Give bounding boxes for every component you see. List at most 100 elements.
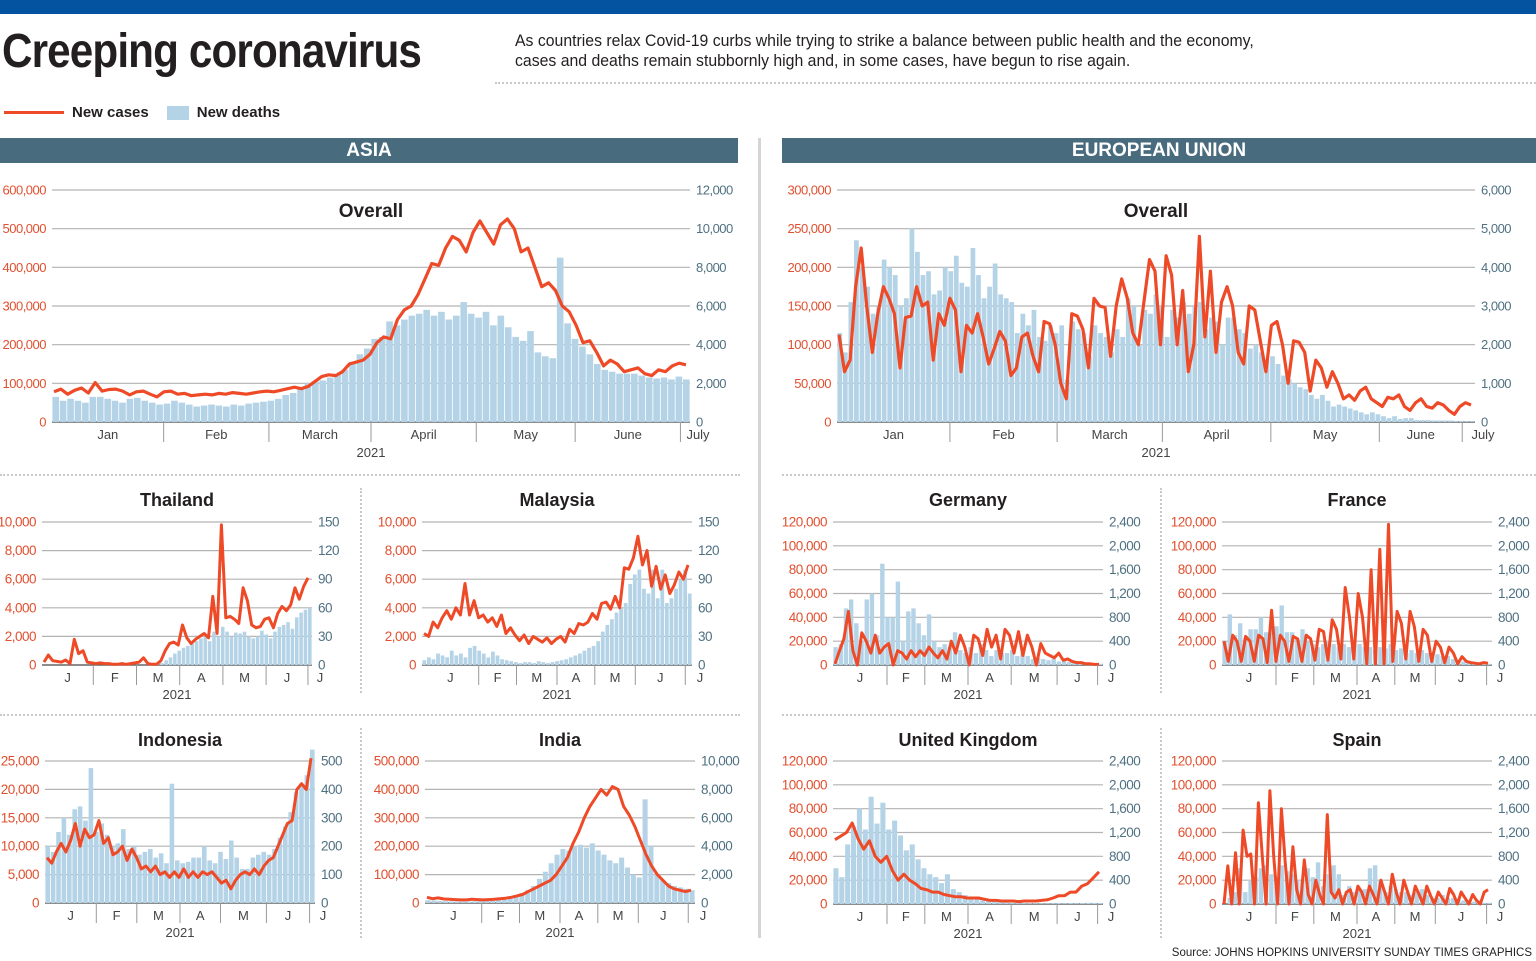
deaths-bar	[445, 319, 453, 422]
month-label: J	[1497, 670, 1504, 685]
month-label: June	[1407, 427, 1435, 442]
deaths-bar	[1424, 653, 1430, 665]
deaths-bar	[1270, 356, 1275, 422]
cases-line	[423, 534, 690, 646]
deaths-bar	[968, 898, 974, 904]
left-axis-tick-label: 5,000	[8, 867, 39, 882]
right-axis-tick-label: 2,400	[1109, 515, 1140, 530]
deaths-bar	[1447, 420, 1453, 422]
chart-thailand: Thailand 0 0 2,000 30 4,000 60 6,000 90 8,000 120 1…	[0, 490, 340, 702]
month-label: M	[534, 908, 545, 923]
month-label: J	[285, 908, 292, 923]
right-axis-tick-label: 4,000	[1481, 260, 1511, 275]
left-axis-tick-label: 0	[820, 658, 827, 673]
deaths-bar	[1081, 333, 1087, 422]
deaths-bar	[126, 849, 131, 903]
deaths-bar	[59, 400, 67, 422]
deaths-bar	[448, 901, 454, 903]
month-label: May	[513, 427, 538, 442]
deaths-bar	[856, 808, 862, 904]
deaths-bar	[148, 849, 153, 903]
deaths-bar	[963, 653, 968, 665]
deaths-bar	[467, 313, 475, 422]
deaths-bar	[1347, 647, 1352, 665]
deaths-bar	[290, 628, 295, 665]
deaths-bar	[440, 655, 445, 665]
deaths-bar	[1347, 886, 1352, 904]
left-axis-tick-label: 500,000	[374, 754, 419, 769]
left-axis-tick-label: 20,000	[789, 873, 827, 888]
cases-line	[53, 217, 687, 399]
deaths-bar	[1170, 309, 1176, 422]
left-axis-tick-label: 400,000	[3, 260, 47, 275]
deaths-bar	[1087, 356, 1092, 422]
deaths-bar	[948, 271, 954, 422]
deaths-bar	[1004, 653, 1010, 665]
deaths-bar	[1367, 647, 1373, 665]
deaths-bar	[868, 796, 874, 904]
cases-line	[426, 785, 692, 902]
deaths-bar	[556, 257, 564, 422]
deaths-bar	[1014, 333, 1020, 422]
deaths-bar	[445, 657, 450, 665]
deaths-bar	[408, 315, 416, 422]
month-label: F	[902, 909, 910, 924]
deaths-bar	[613, 863, 619, 903]
deaths-bar	[148, 402, 156, 422]
deaths-bar	[1314, 398, 1320, 422]
deaths-bar	[1425, 420, 1431, 422]
deaths-bar	[998, 294, 1004, 422]
deaths-bar	[110, 846, 115, 903]
right-axis-tick-label: 2,000	[1498, 538, 1529, 553]
deaths-bar	[677, 887, 683, 903]
deaths-bar	[1326, 874, 1331, 904]
left-axis-tick-label: 20,000	[1178, 873, 1216, 888]
deaths-bar	[927, 874, 933, 904]
month-label: M	[613, 908, 624, 923]
deaths-bar	[268, 638, 273, 665]
right-axis-tick-label: 8,000	[701, 782, 732, 797]
deaths-bar	[501, 898, 507, 903]
month-label: A	[985, 670, 994, 685]
left-axis-tick-label: 100,000	[374, 867, 419, 882]
deaths-bar	[637, 569, 642, 665]
deaths-bar	[185, 404, 193, 422]
right-axis-tick-label: 400	[1109, 634, 1130, 649]
deaths-bar	[1192, 306, 1198, 422]
right-axis-tick-label: 300	[321, 810, 342, 825]
right-axis-tick-label: 10,000	[701, 754, 739, 769]
deaths-bar	[1153, 294, 1159, 422]
deaths-bar	[304, 775, 310, 903]
deaths-bar	[571, 338, 579, 422]
deaths-bar	[886, 829, 892, 904]
deaths-bar	[833, 868, 839, 904]
deaths-bar	[1347, 408, 1353, 422]
right-axis-tick-label: 1,200	[1109, 586, 1140, 601]
deaths-bar	[519, 893, 525, 903]
left-axis-tick-label: 100,000	[782, 538, 827, 553]
deaths-bar	[560, 849, 566, 903]
left-axis-tick-label: 0	[1209, 897, 1216, 912]
right-axis-tick-label: 400	[1498, 634, 1519, 649]
deaths-bar	[274, 398, 282, 422]
deaths-bar	[443, 901, 449, 903]
deaths-bar	[1227, 614, 1232, 665]
deaths-bar	[67, 398, 74, 422]
left-axis-tick-label: 50,000	[794, 376, 831, 391]
left-axis-tick-label: 500,000	[3, 221, 47, 236]
deaths-bar	[304, 383, 312, 422]
deaths-bar	[915, 251, 920, 422]
deaths-bar	[190, 644, 195, 665]
left-axis-tick-label: 6,000	[5, 572, 36, 587]
deaths-bar	[1303, 389, 1309, 422]
deaths-bar	[944, 874, 950, 904]
chart-title: Overall	[1124, 201, 1188, 222]
deaths-bar	[1487, 902, 1492, 904]
deaths-bar	[1041, 659, 1046, 665]
deaths-bar	[887, 267, 893, 422]
right-axis-tick-label: 1,000	[1481, 376, 1511, 391]
deaths-bar	[605, 624, 610, 665]
deaths-bar	[251, 638, 255, 665]
deaths-bar	[89, 396, 97, 422]
deaths-bar	[981, 298, 987, 422]
